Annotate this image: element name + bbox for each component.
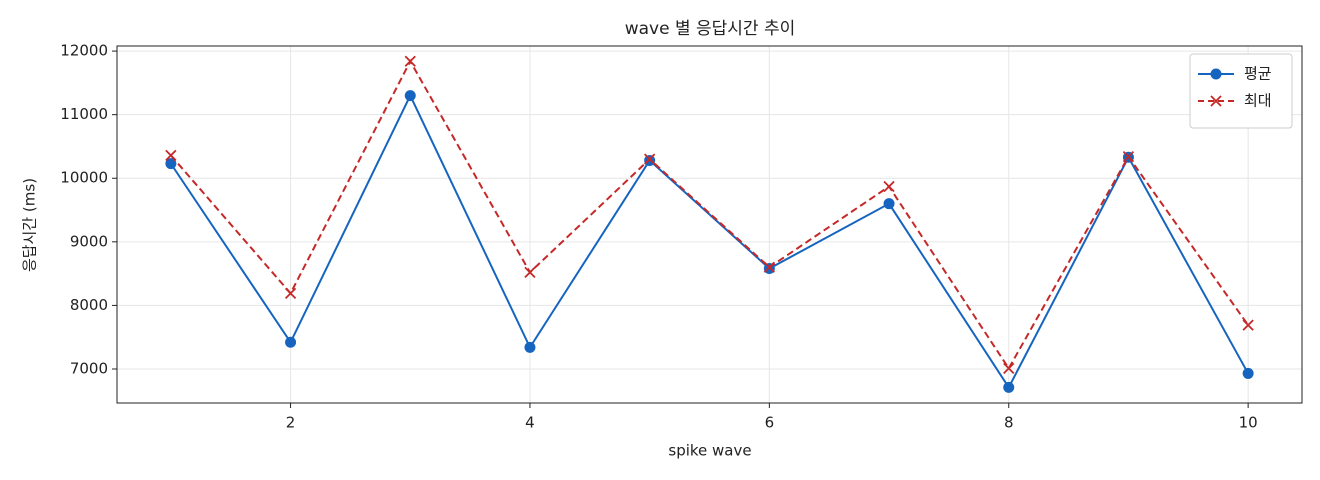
y-tick-label: 12000 — [60, 42, 108, 60]
y-tick-label: 7000 — [70, 359, 108, 377]
point — [1003, 381, 1015, 393]
chart-title: wave 별 응답시간 추이 — [625, 19, 796, 39]
plot-frame — [116, 45, 1303, 404]
series-line — [170, 59, 1249, 371]
legend-box — [1189, 53, 1293, 129]
point — [404, 90, 416, 102]
y-tick-label: 8000 — [70, 296, 108, 314]
point — [1242, 367, 1254, 379]
point — [524, 341, 536, 353]
y-tick-label: 10000 — [60, 169, 108, 187]
x-tick-label: 8 — [1004, 414, 1014, 432]
point — [165, 158, 177, 170]
y-tick-label: 9000 — [70, 232, 108, 250]
y-tick-label: 11000 — [60, 105, 108, 123]
x-marker — [883, 180, 895, 193]
x-marker — [524, 266, 536, 278]
x-marker — [644, 153, 656, 165]
point — [883, 198, 895, 210]
y-axis-label: 응답시간 (ms) — [21, 178, 39, 272]
x-marker — [165, 149, 177, 161]
series-line — [170, 93, 1250, 390]
point — [285, 336, 297, 348]
x-marker — [404, 55, 416, 67]
x-tick-label: 6 — [765, 414, 775, 432]
x-marker — [1242, 319, 1254, 331]
x-marker — [1003, 362, 1015, 374]
x-tick-label: 2 — [286, 414, 296, 432]
legend-label: 평균 — [1244, 65, 1272, 83]
x-marker — [763, 261, 775, 273]
x-marker — [284, 287, 297, 299]
legend-marker — [1210, 68, 1222, 80]
legend-label: 최대 — [1244, 92, 1272, 110]
legend-marker — [1210, 95, 1222, 107]
x-tick-label: 4 — [525, 414, 535, 432]
x-marker — [1122, 150, 1135, 163]
x-axis-label: spike wave — [668, 442, 751, 460]
x-tick-label: 10 — [1239, 414, 1258, 432]
